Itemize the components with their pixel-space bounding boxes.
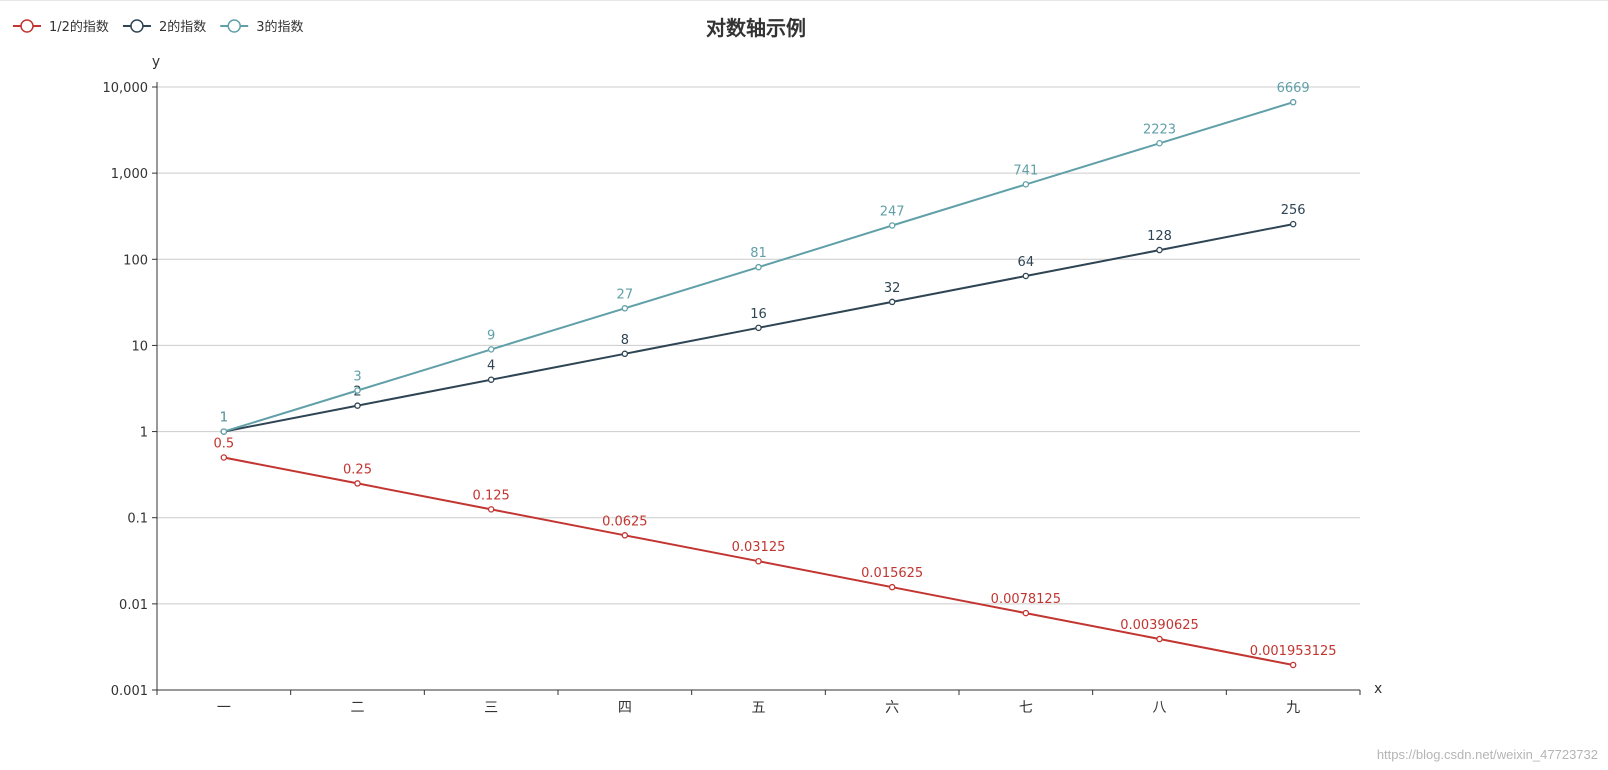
data-label: 741 <box>1013 163 1038 178</box>
x-tick-label: 二 <box>351 700 365 716</box>
y-tick-label: 0.01 <box>119 598 148 613</box>
y-tick-label: 0.1 <box>127 512 148 527</box>
x-tick-label: 一 <box>217 700 231 716</box>
series-lines: 0.5 0.25 0.125 0.0625 0.03125 0.015625 0.00781… <box>213 81 1337 669</box>
x-tick-label: 八 <box>1153 700 1167 716</box>
legend-label: 3的指数 <box>256 19 303 35</box>
legend-label: 2的指数 <box>159 19 206 35</box>
x-tick-label: 五 <box>752 700 766 716</box>
data-point <box>1156 140 1163 147</box>
data-point <box>354 480 361 487</box>
data-point <box>354 387 361 394</box>
data-point <box>621 305 629 312</box>
y-tick-label: 1 <box>140 426 148 441</box>
data-label: 0.001953125 <box>1250 644 1337 659</box>
y-tick-label: 100 <box>123 253 148 268</box>
data-label: 9 <box>487 328 495 343</box>
data-point <box>1289 98 1297 106</box>
y-tick-label: 10 <box>131 339 148 354</box>
chart-title: 对数轴示例 <box>706 16 806 40</box>
x-axis-label: x <box>1374 681 1382 697</box>
data-point <box>621 532 629 539</box>
data-label: 4 <box>487 359 495 374</box>
data-point <box>220 454 228 461</box>
data-point <box>354 402 361 409</box>
data-label: 256 <box>1281 203 1306 218</box>
data-label: 2223 <box>1143 122 1176 137</box>
data-point <box>755 263 762 271</box>
y-axis-label: y <box>152 54 160 70</box>
data-label: 6669 <box>1277 81 1310 96</box>
legend-marker <box>130 19 144 33</box>
data-label: 128 <box>1147 229 1172 244</box>
y-tick-label: 1,000 <box>111 167 148 182</box>
data-label: 0.00390625 <box>1120 618 1199 633</box>
data-label: 16 <box>750 307 767 322</box>
data-point <box>487 506 495 513</box>
data-point <box>1156 635 1163 643</box>
data-label: 81 <box>750 246 767 261</box>
data-label: 0.03125 <box>732 540 786 555</box>
data-label: 3 <box>353 369 361 384</box>
data-point <box>487 346 495 353</box>
x-tick-label: 三 <box>484 700 498 716</box>
top-border <box>0 0 1608 1</box>
data-point <box>888 298 896 306</box>
legend-item-1[interactable]: 1/2的指数 <box>13 19 109 35</box>
watermark: https://blog.csdn.net/weixin_47723732 <box>1376 747 1598 762</box>
y-tick-label: 0.001 <box>111 684 148 699</box>
data-point <box>888 222 896 229</box>
data-label: 0.015625 <box>861 566 923 581</box>
data-label: 0.0078125 <box>991 592 1061 607</box>
data-point <box>621 350 629 358</box>
data-label: 0.5 <box>213 437 234 452</box>
legend[interactable]: 1/2的指数 2的指数 3的指数 <box>13 19 304 35</box>
legend-item-2[interactable]: 2的指数 <box>122 19 206 35</box>
legend-label: 1/2的指数 <box>49 19 109 35</box>
data-label: 0.25 <box>343 462 372 477</box>
legend-item-3[interactable]: 3的指数 <box>220 19 304 35</box>
data-point <box>1289 661 1297 669</box>
data-label: 8 <box>621 333 629 348</box>
data-label: 247 <box>880 204 905 219</box>
data-label: 0.0625 <box>602 514 648 529</box>
data-label: 1 <box>220 411 228 426</box>
x-tick-label: 九 <box>1286 700 1300 716</box>
data-point <box>755 324 762 332</box>
data-point <box>1022 181 1030 188</box>
data-label: 1 <box>220 411 228 426</box>
axes: 0.001 0.01 0.1 1 10 100 1,000 10,000 一 二 三 四 五 六 七 八 九 <box>103 81 1361 716</box>
data-point <box>755 557 762 565</box>
x-tick-label: 六 <box>885 700 899 716</box>
data-point <box>220 428 228 435</box>
data-label: 27 <box>617 287 634 302</box>
data-point <box>487 376 495 383</box>
grid-lines <box>157 86 1360 605</box>
data-point <box>1022 272 1030 280</box>
data-label: 64 <box>1018 255 1035 270</box>
data-point <box>1022 609 1030 617</box>
data-label: 0.125 <box>473 488 510 503</box>
legend-marker <box>227 19 241 33</box>
y-tick-label: 10,000 <box>103 81 149 96</box>
data-point <box>1289 220 1297 228</box>
x-tick-label: 四 <box>618 700 632 716</box>
data-point <box>1156 246 1163 254</box>
x-tick-label: 七 <box>1019 700 1033 716</box>
data-label: 32 <box>884 281 901 296</box>
data-point <box>888 583 896 591</box>
legend-marker <box>20 19 34 33</box>
